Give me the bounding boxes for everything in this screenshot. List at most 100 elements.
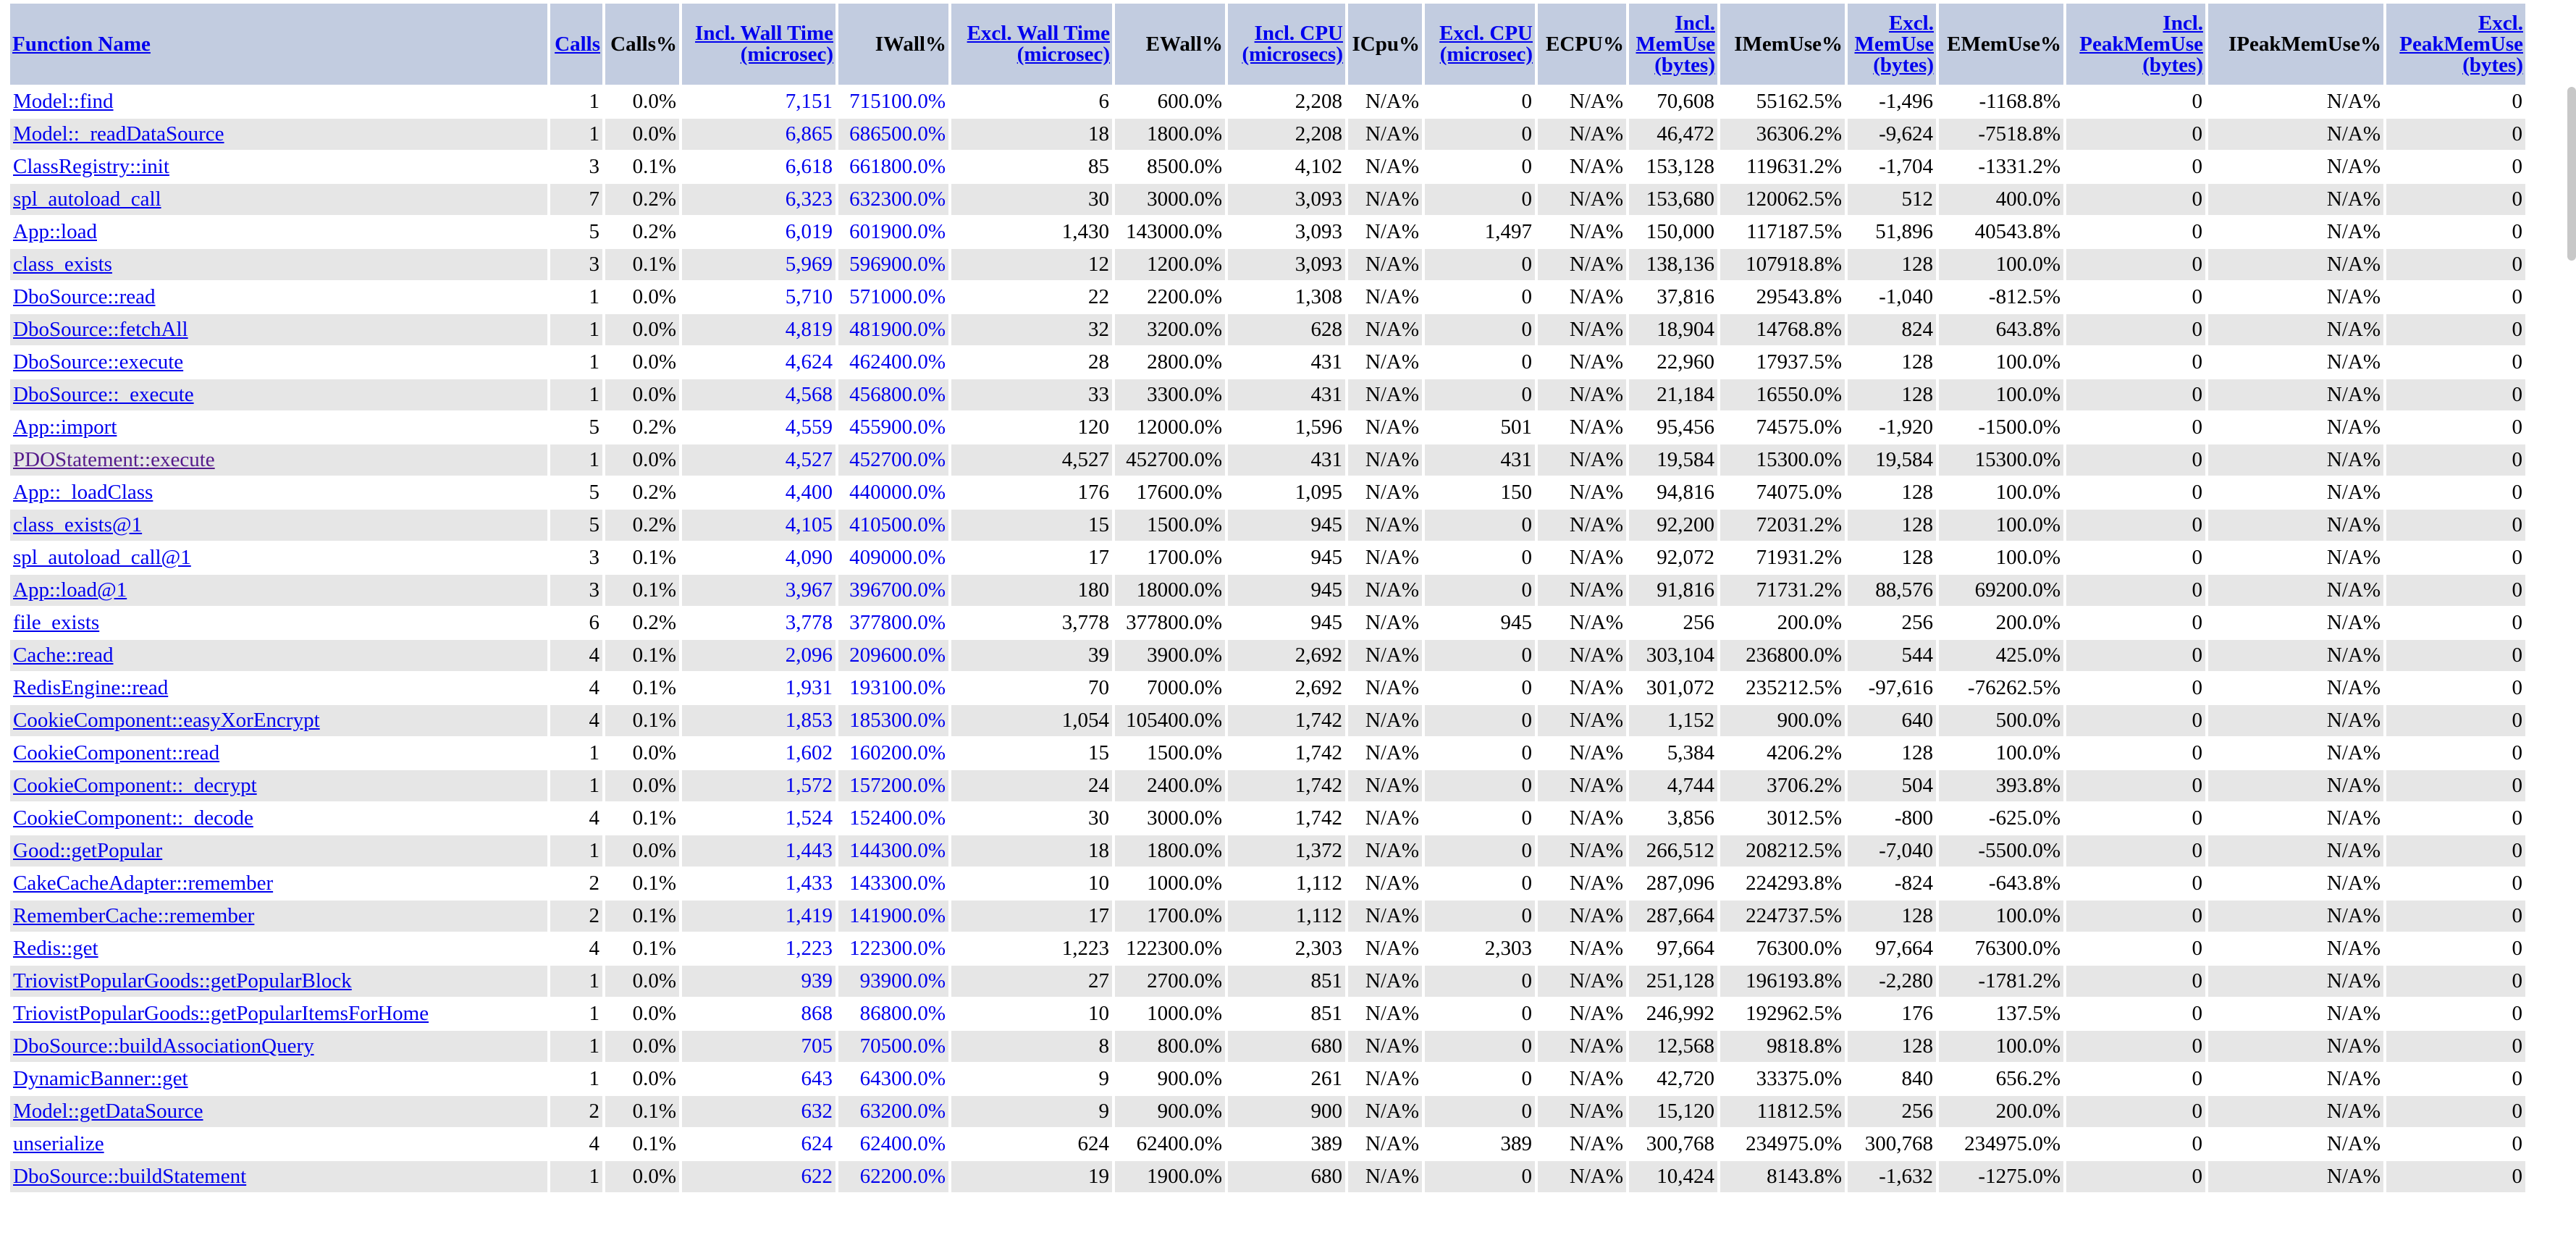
function-link[interactable]: DboSource::fetchAll [13,318,188,341]
cell-excl-mem: 176 [1848,998,1936,1029]
cell-incl-mem: 10,424 [1629,1161,1717,1192]
cell-calls: 3 [550,575,602,606]
function-link[interactable]: CakeCacheAdapter::remember [13,872,274,895]
col-incl-memuse[interactable]: Incl. MemUse (bytes) [1629,4,1717,85]
cell-function-name: CookieComponent::easyXorEncrypt [10,705,547,736]
cell-icpu-pct: N/A% [1348,1031,1422,1062]
cell-excl-wall: 15 [951,738,1112,769]
function-link[interactable]: Model::_readDataSource [13,122,224,146]
cell-incl-wall: 939 [682,966,835,997]
cell-incl-wall: 624 [682,1129,835,1160]
cell-ipeak-pct: N/A% [2208,282,2383,313]
function-link[interactable]: App::load@1 [13,578,127,602]
function-link[interactable]: RedisEngine::read [13,676,169,699]
function-link[interactable]: TriovistPopularGoods::getPopularItemsFor… [13,1002,429,1025]
cell-emem-pct: 100.0% [1939,379,2063,410]
cell-ecpu-pct: N/A% [1538,1096,1626,1127]
function-link[interactable]: Redis::get [13,937,98,960]
cell-incl-wall: 4,527 [682,444,835,476]
sort-excl-peak-link[interactable]: Excl. PeakMemUse (bytes) [2399,11,2523,77]
function-link[interactable]: DboSource::buildStatement [13,1165,247,1188]
sort-incl-wall-link[interactable]: Incl. Wall Time (microsec) [695,22,833,66]
function-link[interactable]: DboSource::read [13,285,156,308]
function-link[interactable]: DboSource::buildAssociationQuery [13,1034,314,1058]
col-incl-cpu[interactable]: Incl. CPU (microsecs) [1228,4,1345,85]
function-link[interactable]: file_exists [13,611,100,634]
function-link[interactable]: DboSource::execute [13,350,184,374]
cell-calls: 7 [550,184,602,215]
cell-incl-peak: 0 [2066,868,2205,899]
cell-incl-peak: 0 [2066,933,2205,964]
cell-excl-cpu: 0 [1425,1031,1535,1062]
cell-incl-cpu: 1,372 [1228,835,1345,867]
function-link[interactable]: Model::getDataSource [13,1100,203,1123]
function-link[interactable]: Model::find [13,90,114,113]
cell-incl-mem: 287,096 [1629,868,1717,899]
cell-iwall-pct: 632300.0% [838,184,948,215]
cell-icpu-pct: N/A% [1348,1129,1422,1160]
function-link[interactable]: CookieComponent::_decrypt [13,774,257,797]
col-calls[interactable]: Calls [550,4,602,85]
function-link[interactable]: class_exists [13,253,112,276]
function-link[interactable]: TriovistPopularGoods::getPopularBlock [13,969,352,992]
function-link[interactable]: App::import [13,416,117,439]
cell-incl-wall: 2,096 [682,640,835,671]
sort-function-name-link[interactable]: Function Name [12,32,151,56]
vertical-scrollbar[interactable] [2567,87,2576,261]
cell-ewall-pct: 600.0% [1115,86,1225,117]
sort-incl-mem-link[interactable]: Incl. MemUse (bytes) [1636,11,1715,77]
sort-excl-wall-link[interactable]: Excl. Wall Time (microsec) [967,22,1110,66]
cell-iwall-pct: 661800.0% [838,151,948,182]
sort-incl-cpu-link[interactable]: Incl. CPU (microsecs) [1242,22,1343,66]
col-excl-cpu[interactable]: Excl. CPU (microsec) [1425,4,1535,85]
cell-icpu-pct: N/A% [1348,151,1422,182]
sort-excl-mem-link[interactable]: Excl. MemUse (bytes) [1854,11,1934,77]
function-link[interactable]: DynamicBanner::get [13,1067,188,1090]
cell-ecpu-pct: N/A% [1538,575,1626,606]
cell-icpu-pct: N/A% [1348,510,1422,541]
cell-calls-pct: 0.1% [605,1096,679,1127]
sort-excl-cpu-link[interactable]: Excl. CPU (microsec) [1439,22,1533,66]
function-link[interactable]: unserialize [13,1132,104,1155]
function-link[interactable]: ClassRegistry::init [13,155,169,178]
cell-excl-peak: 0 [2386,933,2525,964]
table-row: DboSource::buildAssociationQuery 1 0.0% 705… [10,1031,2525,1062]
cell-iwall-pct: 122300.0% [838,933,948,964]
col-incl-wall-time[interactable]: Incl. Wall Time (microsec) [682,4,835,85]
cell-excl-cpu: 0 [1425,575,1535,606]
col-excl-wall-time[interactable]: Excl. Wall Time (microsec) [951,4,1112,85]
function-link[interactable]: CookieComponent::read [13,741,220,764]
cell-calls-pct: 0.0% [605,379,679,410]
function-link[interactable]: Cache::read [13,644,114,667]
sort-calls-link[interactable]: Calls [555,32,600,56]
cell-iwall-pct: 455900.0% [838,412,948,443]
function-link[interactable]: RememberCache::remember [13,904,255,927]
cell-excl-mem: 19,584 [1848,444,1936,476]
function-link[interactable]: PDOStatement::execute [13,448,215,471]
function-link[interactable]: App::_loadClass [13,481,153,504]
function-link[interactable]: spl_autoload_call@1 [13,546,191,569]
cell-function-name: Model::find [10,86,547,117]
function-link[interactable]: CookieComponent::easyXorEncrypt [13,709,320,732]
function-link[interactable]: CookieComponent::_decode [13,806,253,830]
function-link[interactable]: App::load [13,220,97,243]
col-function-name[interactable]: Function Name [10,4,547,85]
col-incl-peakmemuse[interactable]: Incl. PeakMemUse (bytes) [2066,4,2205,85]
cell-ecpu-pct: N/A% [1538,1031,1626,1062]
cell-excl-mem: 128 [1848,901,1936,932]
cell-emem-pct: -625.0% [1939,803,2063,834]
cell-incl-mem: 138,136 [1629,249,1717,280]
col-excl-memuse[interactable]: Excl. MemUse (bytes) [1848,4,1936,85]
sort-incl-peak-link[interactable]: Incl. PeakMemUse (bytes) [2079,11,2203,77]
function-link[interactable]: spl_autoload_call [13,187,161,211]
function-link[interactable]: Good::getPopular [13,839,163,862]
function-link[interactable]: DboSource::_execute [13,383,194,406]
cell-imem-pct: 76300.0% [1720,933,1845,964]
col-excl-peakmemuse[interactable]: Excl. PeakMemUse (bytes) [2386,4,2525,85]
cell-iwall-pct: 93900.0% [838,966,948,997]
cell-function-name: CakeCacheAdapter::remember [10,868,547,899]
cell-excl-wall: 33 [951,379,1112,410]
function-link[interactable]: class_exists@1 [13,513,143,536]
cell-incl-wall: 1,572 [682,770,835,801]
cell-emem-pct: 100.0% [1939,249,2063,280]
